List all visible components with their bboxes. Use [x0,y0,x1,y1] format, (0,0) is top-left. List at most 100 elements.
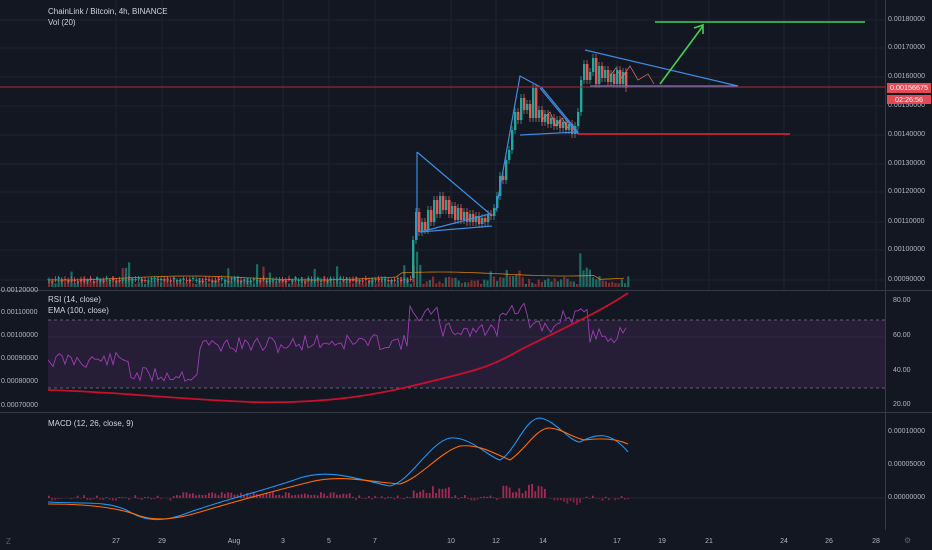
macd-histogram-bar [608,498,610,501]
candle-body [272,279,275,281]
candle-body [601,66,604,78]
candle-body [469,214,472,222]
macd-histogram-bar [540,486,543,498]
symbol-legend[interactable]: ChainLink / Bitcoin, 4h, BINANCE [48,7,168,16]
macd-histogram-bar [617,498,620,500]
candle-body [523,98,526,110]
candle-body [128,278,131,280]
volume-bar [531,282,534,287]
price-pane[interactable]: ChainLink / Bitcoin, 4h, BINANCE Vol (20… [0,0,932,290]
candle-body [604,70,607,78]
rsi-chart[interactable] [0,290,932,412]
candle-body [265,280,268,282]
volume-bar [553,278,556,287]
candle-body [418,212,421,232]
macd-legend[interactable]: MACD (12, 26, close, 9) [48,419,134,428]
volume-bar [438,281,441,287]
macd-histogram-bar [556,498,559,501]
candle-body [275,278,278,280]
volume-bar [310,278,313,287]
macd-histogram-bar [492,497,495,498]
volume-bar [256,264,259,287]
macd-histogram-bar [502,485,505,498]
macd-histogram-bar [508,487,511,498]
macd-histogram-bar [576,498,578,505]
macd-histogram-bar [342,493,345,498]
macd-histogram-bar [304,493,306,498]
candle-body [589,72,592,80]
macd-histogram-bar [51,498,53,501]
candle-body [144,280,147,282]
volume-bar [598,276,601,287]
candle-body [160,278,163,281]
time-axis-label: Aug [227,538,241,545]
candle-body [217,279,220,281]
volume-bar [448,276,451,287]
zoom-icon[interactable]: Z [6,537,11,546]
candle-body [374,279,377,281]
rsi-legend[interactable]: RSI (14, close) [48,295,101,304]
volume-bar [118,280,121,287]
macd-histogram-bar [604,496,607,498]
candle-body [508,150,511,160]
candle-body [153,277,156,279]
volume-bar [214,280,217,287]
volume-bar [416,251,419,287]
macd-histogram-bar [48,495,50,498]
macd-histogram-bar [195,495,197,498]
candle-body [511,130,514,150]
price-chart[interactable] [0,0,932,290]
ema-legend[interactable]: EMA (100, close) [48,306,109,315]
volume-bar [505,269,508,287]
candle-body [610,74,613,82]
price-axis-label: 0.00140000 [888,131,925,138]
macd-histogram-bar [521,493,524,498]
volume-bar [230,280,233,287]
candle-body [316,277,320,280]
candle-body [243,279,246,281]
macd-histogram-bar [620,496,623,498]
candle-body [185,280,188,282]
candle-body [236,280,240,282]
volume-bar [144,283,147,287]
price-axis-label: 0.00180000 [888,16,925,23]
volume-bar [348,279,351,287]
macd-histogram-bar [172,496,175,498]
rsi-pane[interactable]: RSI (14, close) EMA (100, close) [0,290,932,412]
macd-histogram-bar [428,493,431,498]
macd-histogram-bar [137,498,140,500]
rsi-axis-label: 40.00 [893,367,911,374]
volume-bar [592,277,595,287]
macd-histogram-bar [147,496,149,498]
candle-body [371,280,374,282]
candle-body [613,74,616,84]
candle-body [583,64,586,80]
candle-body [493,208,496,216]
candle-body [48,279,51,281]
candle-body [220,278,224,280]
candle-body [99,280,102,282]
macd-chart[interactable] [0,412,932,530]
time-axis-label: 26 [825,538,833,545]
volume-legend[interactable]: Vol (20) [48,18,76,27]
macd-histogram-bar [406,496,409,498]
macd-histogram-bar [524,490,527,498]
ema-line [47,292,629,404]
gear-icon[interactable]: ⚙ [904,536,912,545]
time-axis-label: 29 [158,538,166,545]
macd-pane[interactable]: MACD (12, 26, close, 9) [0,412,932,530]
volume-bar [281,280,284,287]
macd-histogram-bar [499,498,501,499]
volume-bar [211,281,214,287]
volume-bar [617,283,620,287]
volume-bar [566,278,569,287]
volume-bar [595,279,598,287]
volume-bar [134,283,137,287]
volume-bar [496,280,499,287]
ema-axis-label: 0.00100000 [1,332,38,339]
macd-histogram-bar [588,498,591,499]
volume-bar [486,280,489,287]
volume-bar [582,270,585,287]
volume-bar [320,282,323,287]
volume-bar [185,282,188,287]
